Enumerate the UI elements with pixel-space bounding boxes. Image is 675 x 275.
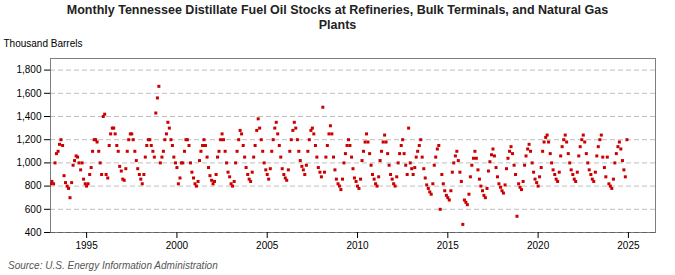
svg-text:1,600: 1,600 [16,88,41,99]
html-text:Source: U.S. Energy Informatio: Source: U.S. Energy Information Administ… [8,260,218,271]
svg-text:2005: 2005 [256,240,279,251]
svg-text:Thousand Barrels: Thousand Barrels [4,38,83,49]
svg-text:2010: 2010 [346,240,369,251]
svg-text:2020: 2020 [527,240,550,251]
svg-text:2015: 2015 [437,240,460,251]
svg-text:1,000: 1,000 [16,157,41,168]
svg-text:1995: 1995 [75,240,98,251]
html-text:Monthly Tennessee Distillate F: Monthly Tennessee Distillate Fuel Oil St… [66,3,609,32]
svg-text:400: 400 [25,227,42,238]
svg-text:1,800: 1,800 [16,64,41,75]
svg-text:1,200: 1,200 [16,134,41,145]
svg-text:800: 800 [25,180,42,191]
svg-text:2000: 2000 [166,240,189,251]
svg-text:2025: 2025 [617,240,640,251]
svg-text:600: 600 [25,204,42,215]
svg-text:1,400: 1,400 [16,111,41,122]
